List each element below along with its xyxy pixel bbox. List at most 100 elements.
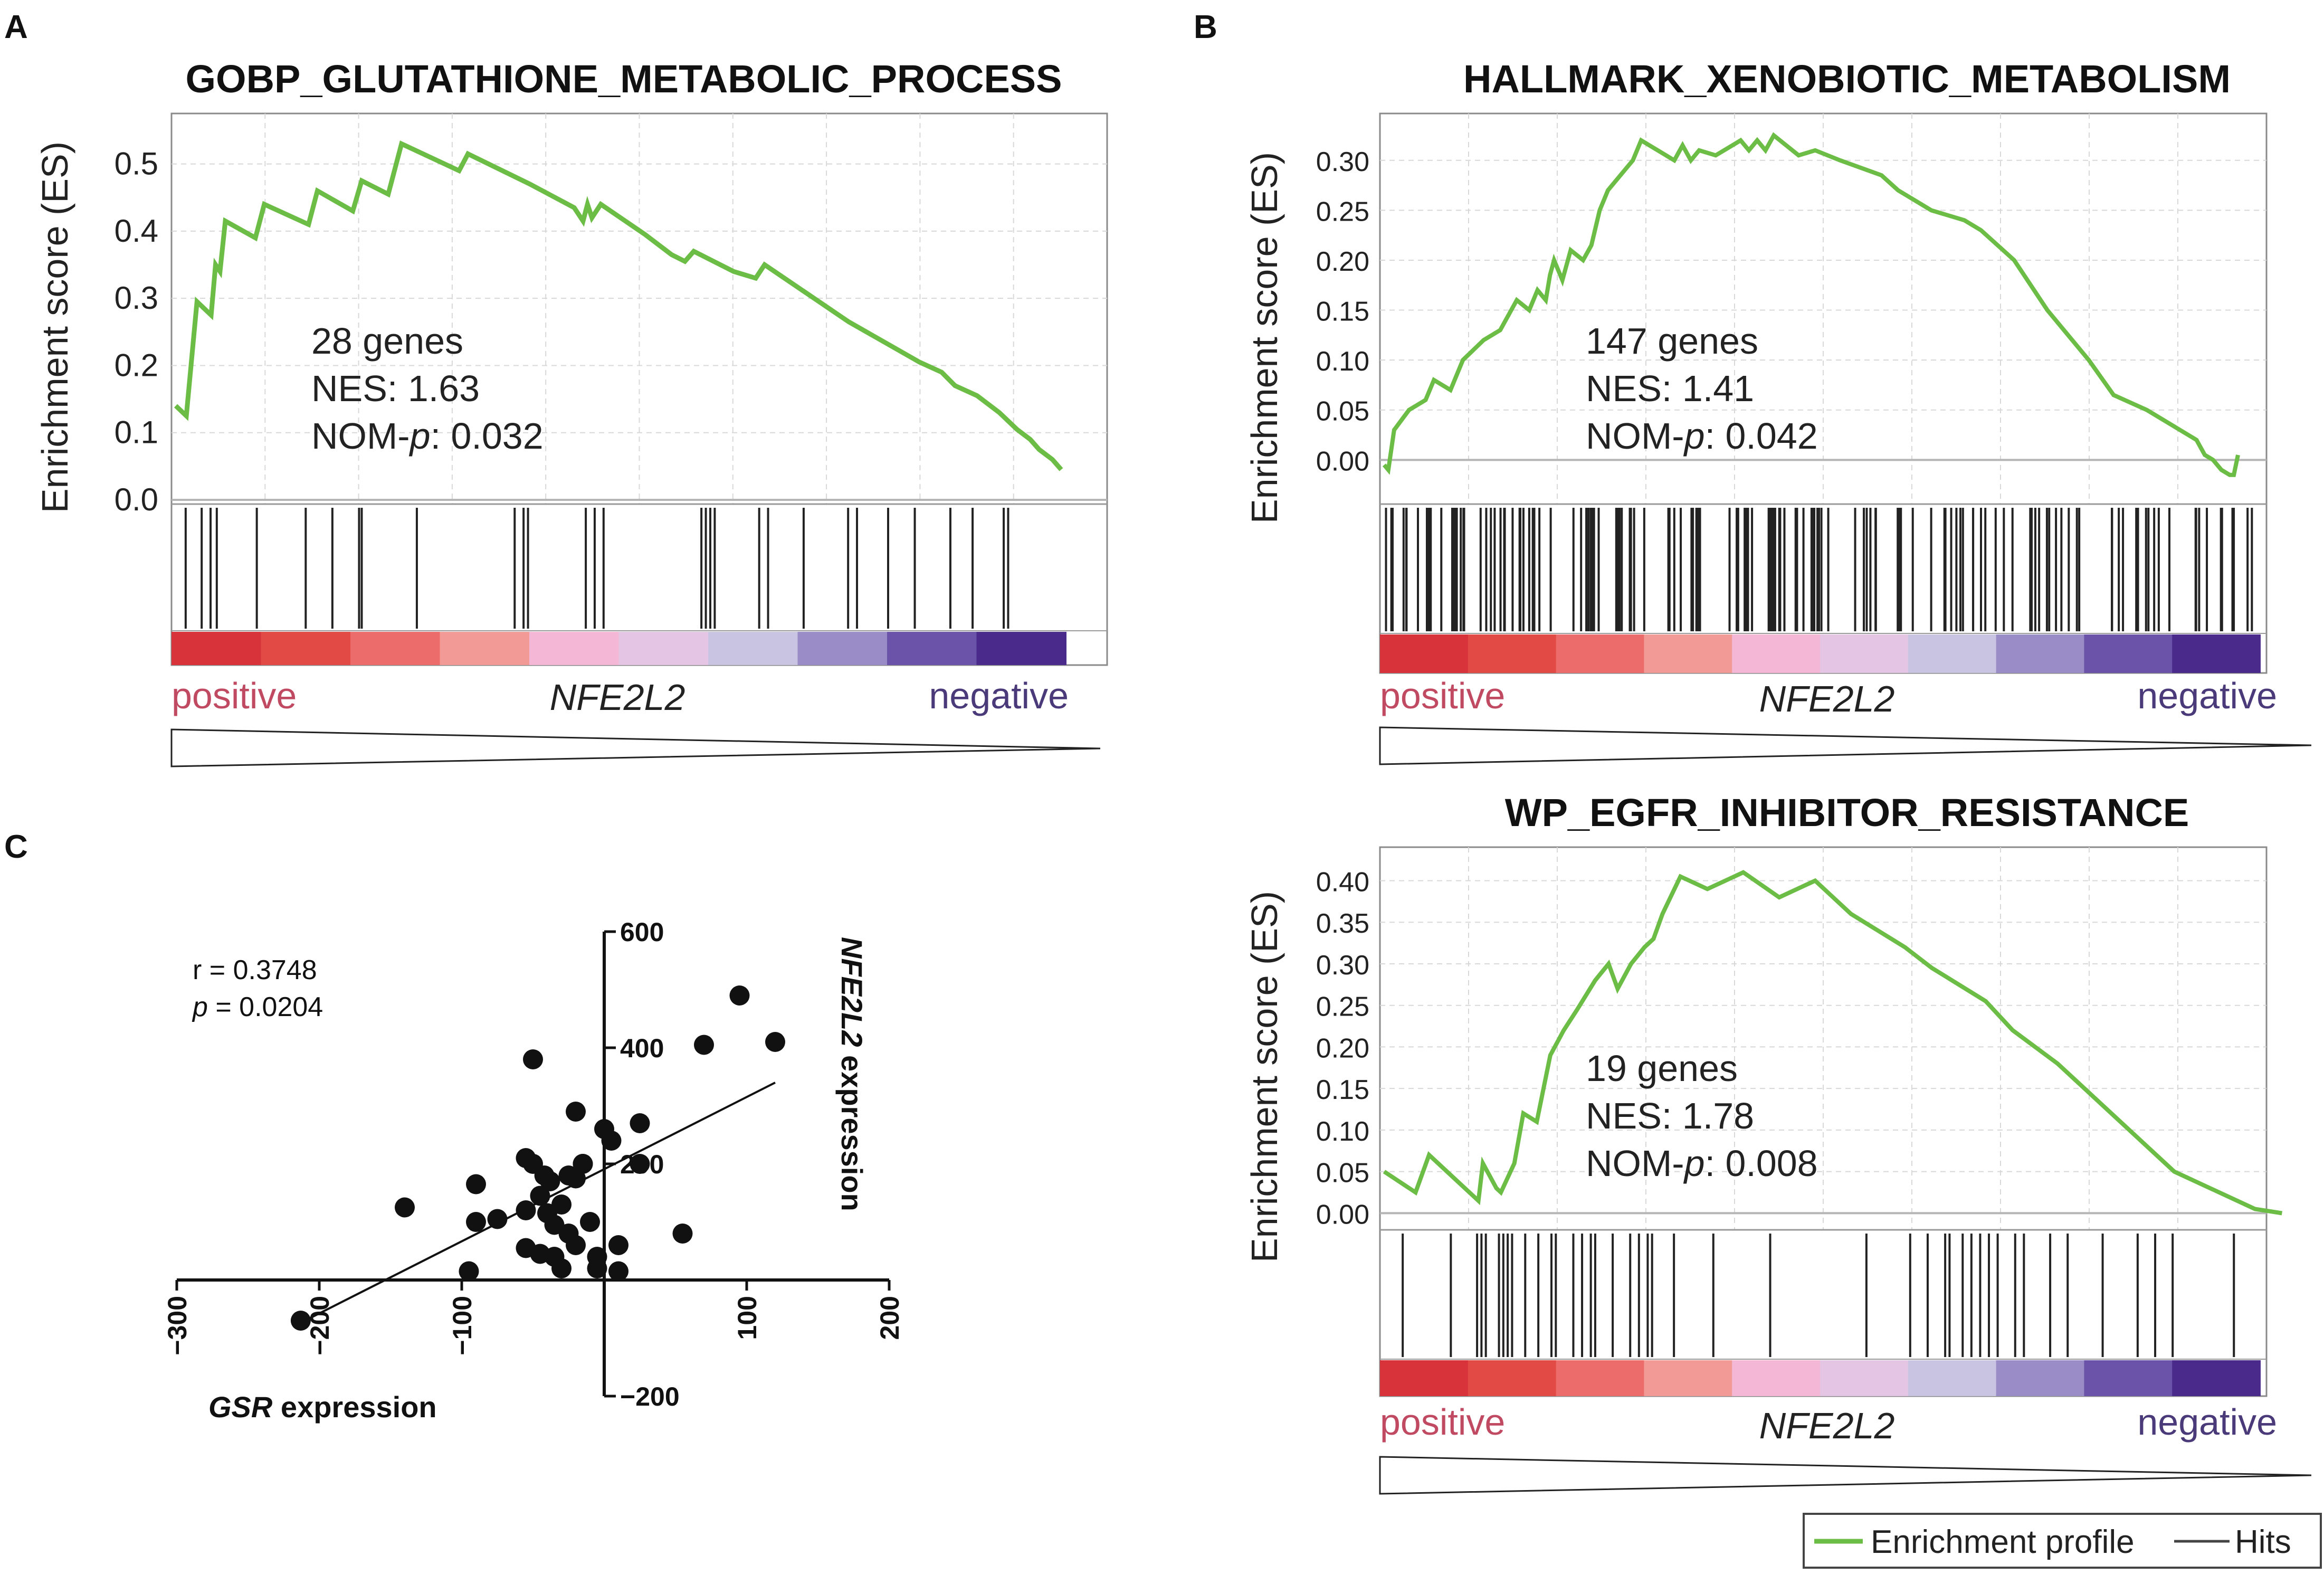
scatter-point: [523, 1049, 543, 1069]
gsea-a-ylabel: Enrichment score (ES): [34, 141, 75, 513]
gsea-b-negative-label: negative: [2137, 675, 2277, 716]
y-tick-label: 0.4: [115, 213, 158, 249]
gsea-b-rank-gradient: [1380, 634, 2261, 673]
x-tick-label: −200: [305, 1296, 335, 1355]
gsea-a-nes: NES: 1.63: [311, 368, 480, 409]
rank-gradient-segment: [1380, 634, 1469, 673]
rank-gradient-segment: [1732, 634, 1821, 673]
scatter-point: [608, 1235, 628, 1255]
gsea-b-hit-marks: [1385, 508, 2253, 631]
rank-gradient-segment: [797, 632, 888, 665]
gsea-c-ylabel: Enrichment score (ES): [1244, 891, 1285, 1263]
scatter-point: [516, 1200, 536, 1220]
scatter-points: [290, 985, 785, 1331]
gsea-c-yticks: 0.00 0.05 0.10 0.15 0.20 0.25 0.30 0.35 0.40: [1316, 867, 1369, 1230]
rank-gradient-segment: [976, 632, 1066, 665]
gsea-b-ylabel: Enrichment score (ES): [1244, 152, 1285, 524]
rank-gradient-segment: [1644, 1360, 1733, 1396]
y-tick-label: 0.15: [1316, 297, 1369, 327]
y-tick-label: 0.1: [115, 415, 158, 450]
scatter-point: [630, 1113, 650, 1133]
rank-gradient-segment: [1468, 1360, 1557, 1396]
legend-profile-label: Enrichment profile: [1871, 1524, 2135, 1560]
rank-gradient-segment: [1468, 634, 1557, 673]
scatter-point: [672, 1224, 693, 1244]
gsea-a-rank-wedge: [170, 728, 1101, 767]
y-tick-label: 0.3: [115, 280, 158, 316]
y-tick-label: 400: [620, 1033, 664, 1063]
x-tick-label: −300: [163, 1296, 192, 1355]
scatter-point: [729, 985, 750, 1006]
rank-gradient-segment: [1996, 1360, 2085, 1396]
rank-gradient-segment: [1644, 634, 1733, 673]
gsea-a-gene-label: NFE2L2: [550, 677, 685, 718]
rank-gradient-segment: [529, 632, 620, 665]
scatter-point: [630, 1154, 650, 1174]
rank-gradient-segment: [1996, 634, 2085, 673]
scatter-y-label: NFE2L2 expression: [835, 937, 869, 1211]
gsea-c-positive-label: positive: [1380, 1401, 1505, 1443]
y-tick-label: 0.00: [1316, 446, 1369, 477]
gsea-a-yticks: 0.0 0.1 0.2 0.3 0.4 0.5: [115, 146, 158, 517]
rank-gradient-segment: [1556, 1360, 1645, 1396]
rank-gradient-segment: [708, 632, 798, 665]
scatter-point: [487, 1209, 508, 1229]
scatter-point: [466, 1212, 486, 1232]
scatter-x-label: GSR expression: [208, 1390, 437, 1424]
x-tick-label: 200: [875, 1296, 904, 1340]
y-tick-label: −200: [620, 1382, 680, 1411]
gsea-b-gene-count: 147 genes: [1586, 320, 1758, 362]
panel-letter-b: B: [1194, 9, 1217, 45]
gsea-c-rank-wedge: [1379, 1456, 2312, 1495]
legend: Enrichment profile Hits: [1803, 1513, 2322, 1569]
gsea-a-title: GOBP_GLUTATHIONE_METABOLIC_PROCESS: [185, 57, 1062, 101]
rank-gradient-segment: [618, 632, 709, 665]
rank-gradient-segment: [2172, 634, 2261, 673]
gsea-c-gene-label: NFE2L2: [1759, 1405, 1895, 1446]
gsea-b-yticks: 0.00 0.05 0.10 0.15 0.20 0.25 0.30: [1316, 147, 1369, 477]
y-tick-label: 0.5: [115, 146, 158, 182]
y-tick-label: 0.20: [1316, 246, 1369, 277]
y-tick-label: 0.05: [1316, 1158, 1369, 1189]
y-tick-label: 0.00: [1316, 1199, 1369, 1230]
rank-gradient-segment: [2084, 634, 2173, 673]
scatter-point: [566, 1235, 586, 1255]
scatter-point: [587, 1258, 607, 1278]
scatter-point: [395, 1197, 415, 1218]
gsea-b-nes: NES: 1.41: [1586, 368, 1754, 409]
scatter-point: [551, 1258, 572, 1278]
rank-gradient-segment: [1820, 634, 1909, 673]
y-tick-label: 0.30: [1316, 147, 1369, 177]
x-tick-label: 100: [732, 1296, 762, 1340]
rank-gradient-segment: [887, 632, 977, 665]
gsea-c-nom-p: NOM-p: 0.008: [1586, 1143, 1818, 1184]
rank-gradient-segment: [172, 632, 262, 665]
gsea-b-nom-p: NOM-p: 0.042: [1586, 415, 1818, 457]
gsea-a-hit-marks: [184, 508, 1009, 629]
y-tick-label: 0.05: [1316, 396, 1369, 427]
rank-gradient-segment: [1908, 1360, 1997, 1396]
y-tick-label: 0.10: [1316, 346, 1369, 377]
y-tick-label: 0.15: [1316, 1075, 1369, 1105]
scatter-point: [765, 1032, 785, 1052]
gsea-c-rank-gradient: [1380, 1360, 2261, 1396]
y-tick-label: 0.35: [1316, 908, 1369, 939]
y-tick-label: 0.10: [1316, 1116, 1369, 1147]
scatter-point: [290, 1311, 311, 1331]
gsea-c-negative-label: negative: [2137, 1401, 2277, 1443]
gsea-b-title: HALLMARK_XENOBIOTIC_METABOLISM: [1463, 57, 2231, 101]
rank-gradient-segment: [2172, 1360, 2261, 1396]
rank-gradient-segment: [1908, 634, 1997, 673]
gsea-c-nes: NES: 1.78: [1586, 1095, 1754, 1136]
scatter-point: [459, 1261, 479, 1282]
scatter-r-value: r = 0.3748: [193, 955, 317, 985]
gsea-c-enrichment-line: [1383, 870, 2283, 1216]
gsea-panel-a: GOBP_GLUTATHIONE_METABOLIC_PROCESS 0.00.…: [34, 57, 1108, 767]
gsea-a-nom-p: NOM-p: 0.032: [311, 415, 544, 457]
gsea-a-gene-count: 28 genes: [311, 320, 463, 362]
y-tick-label: 0.30: [1316, 950, 1369, 981]
gsea-a-rank-gradient: [172, 632, 1066, 665]
scatter-point: [608, 1261, 628, 1282]
